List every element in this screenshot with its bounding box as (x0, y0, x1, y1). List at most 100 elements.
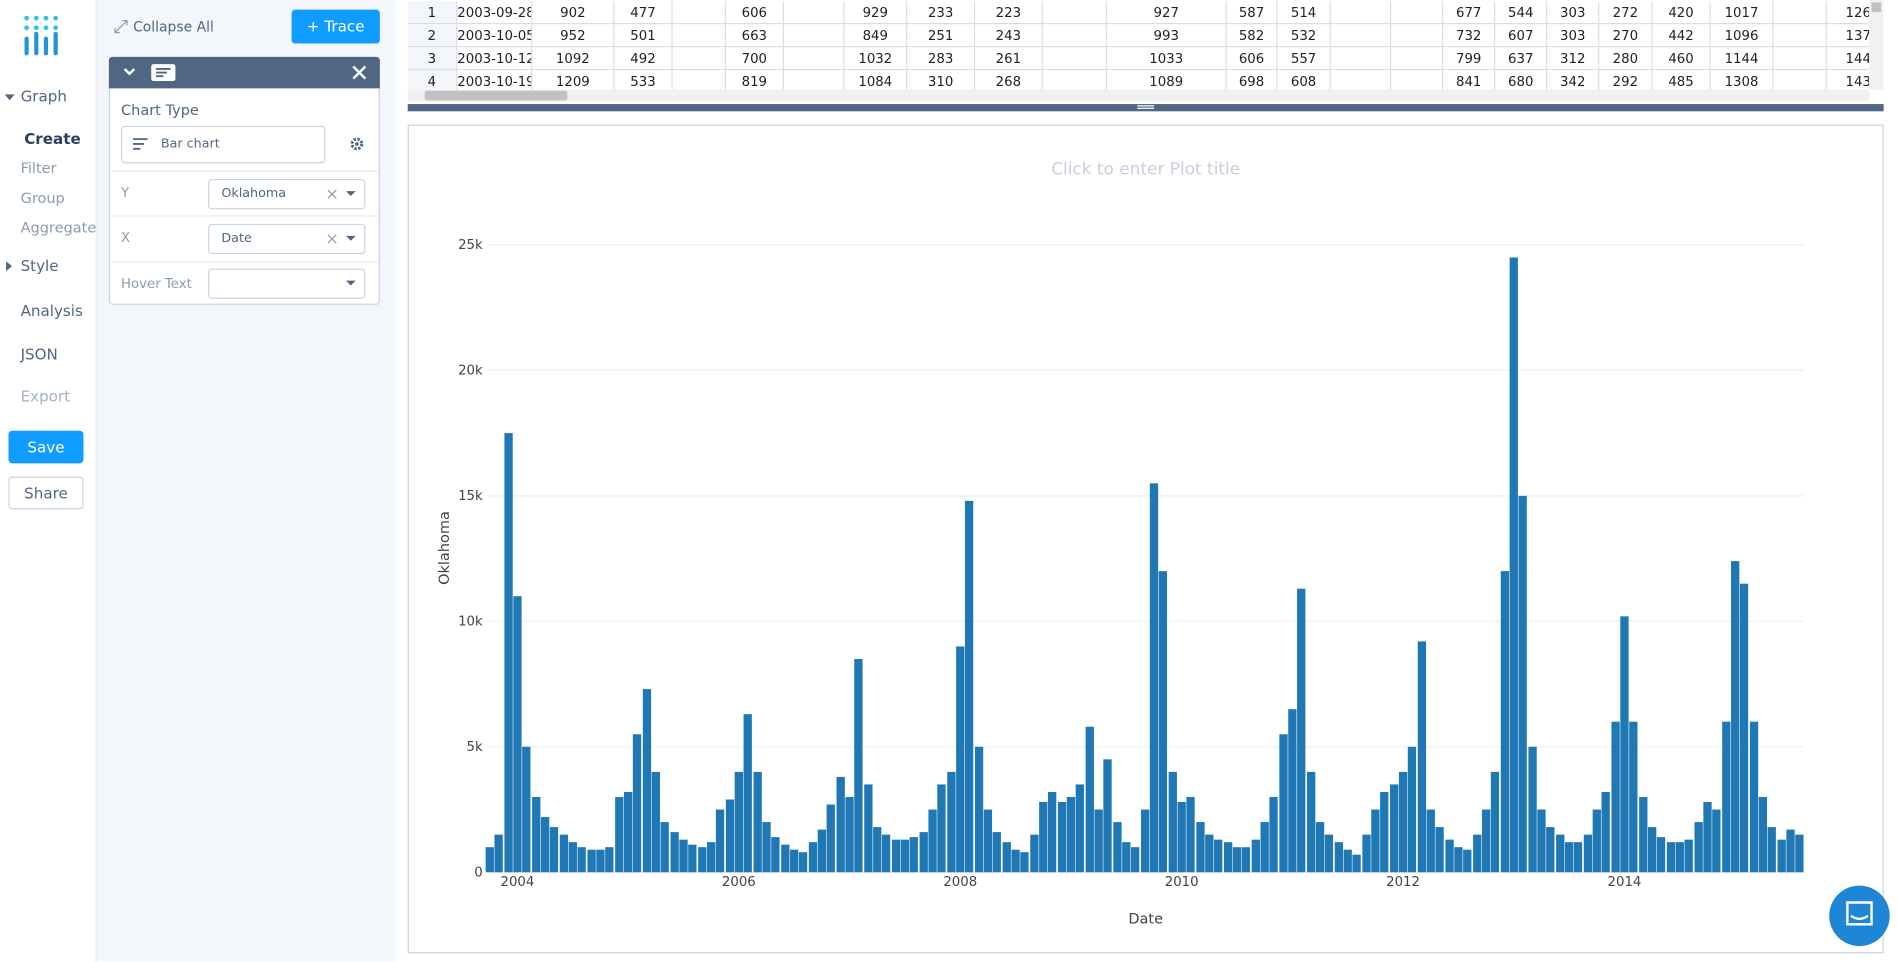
table-cell[interactable]: 608 (1278, 70, 1331, 90)
table-cell[interactable]: 533 (615, 70, 673, 90)
hover-select[interactable] (208, 268, 366, 299)
table-cell[interactable]: 637 (1495, 47, 1548, 71)
row-index[interactable]: 4 (407, 70, 458, 90)
table-cell[interactable] (1391, 24, 1444, 48)
table-cell[interactable]: 283 (907, 47, 976, 71)
v-scroll-thumb[interactable] (1871, 2, 1882, 13)
table-cell[interactable]: 303 (1547, 1, 1600, 25)
h-scrollbar[interactable] (407, 89, 1870, 102)
table-cell[interactable]: 292 (1599, 70, 1653, 90)
table-cell[interactable]: 677 (1443, 1, 1496, 25)
table-cell[interactable] (1043, 70, 1107, 90)
nav-analysis[interactable]: Analysis (20, 301, 83, 320)
table-cell[interactable] (672, 24, 726, 48)
table-cell[interactable]: 1445 (1826, 47, 1870, 71)
table-cell[interactable]: 993 (1106, 24, 1227, 48)
x-select[interactable]: Date (208, 223, 366, 255)
table-cell[interactable]: 532 (1277, 24, 1331, 48)
table-cell[interactable]: 312 (1547, 47, 1600, 71)
table-cell[interactable]: 514 (1277, 1, 1331, 25)
table-cell[interactable]: 927 (1106, 1, 1227, 25)
table-cell[interactable] (1330, 47, 1392, 71)
table-cell[interactable]: 233 (907, 1, 976, 25)
table-cell[interactable]: 1084 (844, 70, 908, 90)
table-cell[interactable]: 1144 (1710, 47, 1774, 71)
table-cell[interactable]: 243 (975, 24, 1043, 48)
table-cell[interactable] (1391, 47, 1444, 71)
nav-style[interactable]: Style (20, 256, 59, 275)
table-cell[interactable] (1042, 24, 1107, 48)
table-cell[interactable]: 492 (614, 47, 673, 71)
table-cell[interactable]: 1374 (1826, 24, 1870, 48)
table-cell[interactable]: 2003-10-05 (457, 24, 533, 48)
add-trace-button[interactable]: + Trace (291, 9, 380, 44)
table-cell[interactable]: 1308 (1711, 70, 1774, 90)
table-cell[interactable]: 606 (725, 1, 784, 25)
table-cell[interactable] (1774, 70, 1827, 90)
collapse-all[interactable]: Collapse All (133, 18, 214, 36)
nav-export[interactable]: Export (20, 387, 71, 406)
table-cell[interactable]: 1092 (532, 47, 615, 71)
share-button[interactable]: Share (8, 476, 84, 510)
table-cell[interactable] (1773, 1, 1827, 25)
table-cell[interactable]: 1432 (1827, 70, 1870, 90)
table-cell[interactable]: 929 (844, 1, 908, 25)
table-cell[interactable]: 477 (614, 1, 673, 25)
table-cell[interactable]: 272 (1599, 1, 1653, 25)
table-cell[interactable]: 485 (1653, 70, 1711, 90)
nav-graph[interactable]: Graph (20, 87, 67, 106)
table-cell[interactable]: 680 (1495, 70, 1548, 90)
row-index[interactable]: 2 (407, 24, 458, 48)
table-cell[interactable] (1042, 1, 1107, 25)
nav-create[interactable]: Create (24, 129, 81, 148)
table-cell[interactable] (783, 24, 845, 48)
table-cell[interactable]: 557 (1277, 47, 1331, 71)
row-index[interactable]: 3 (407, 47, 458, 71)
chart-type-select[interactable] (120, 125, 326, 164)
table-cell[interactable]: 442 (1652, 24, 1711, 48)
table-cell[interactable] (1330, 1, 1392, 25)
table-cell[interactable]: 663 (725, 24, 784, 48)
table-cell[interactable]: 849 (844, 24, 908, 48)
table-cell[interactable]: 952 (532, 24, 615, 48)
table-cell[interactable]: 310 (907, 70, 976, 90)
table-cell[interactable] (1391, 70, 1444, 90)
gear-icon[interactable] (350, 137, 365, 152)
table-cell[interactable]: 819 (726, 70, 784, 90)
table-cell[interactable]: 732 (1443, 24, 1496, 48)
table-cell[interactable] (673, 70, 726, 90)
table-cell[interactable]: 698 (1227, 70, 1278, 90)
table-cell[interactable]: 582 (1226, 24, 1278, 48)
plot-title[interactable]: Click to enter Plot title (1051, 158, 1240, 178)
table-cell[interactable] (783, 1, 845, 25)
table-cell[interactable]: 460 (1652, 47, 1711, 71)
table-cell[interactable] (1331, 70, 1392, 90)
table-cell[interactable]: 841 (1443, 70, 1496, 90)
table-cell[interactable]: 501 (614, 24, 673, 48)
table-cell[interactable] (1042, 47, 1107, 71)
table-cell[interactable] (1330, 24, 1392, 48)
table-cell[interactable]: 799 (1443, 47, 1496, 71)
nav-aggregate[interactable]: Aggregate (20, 218, 97, 236)
table-cell[interactable]: 1017 (1710, 1, 1774, 25)
table-cell[interactable]: 342 (1547, 70, 1600, 90)
table-cell[interactable]: 270 (1599, 24, 1653, 48)
table-cell[interactable]: 544 (1495, 1, 1548, 25)
nav-group[interactable]: Group (20, 189, 65, 207)
table-cell[interactable] (1773, 47, 1827, 71)
table-cell[interactable]: 268 (975, 70, 1043, 90)
table-cell[interactable]: 1096 (1710, 24, 1774, 48)
table-cell[interactable] (784, 70, 845, 90)
table-cell[interactable]: 1209 (532, 70, 615, 90)
table-cell[interactable]: 2003-09-28 (457, 1, 533, 25)
y-select[interactable]: Oklahoma (208, 179, 366, 210)
save-button[interactable]: Save (8, 430, 84, 464)
table-cell[interactable]: 1089 (1107, 70, 1227, 90)
table-cell[interactable]: 1268 (1826, 1, 1870, 25)
table-cell[interactable] (1773, 24, 1827, 48)
v-scrollbar[interactable] (1869, 0, 1884, 90)
table-cell[interactable]: 280 (1599, 47, 1653, 71)
table-cell[interactable]: 607 (1495, 24, 1548, 48)
table-cell[interactable] (672, 1, 726, 25)
table-cell[interactable]: 251 (907, 24, 976, 48)
